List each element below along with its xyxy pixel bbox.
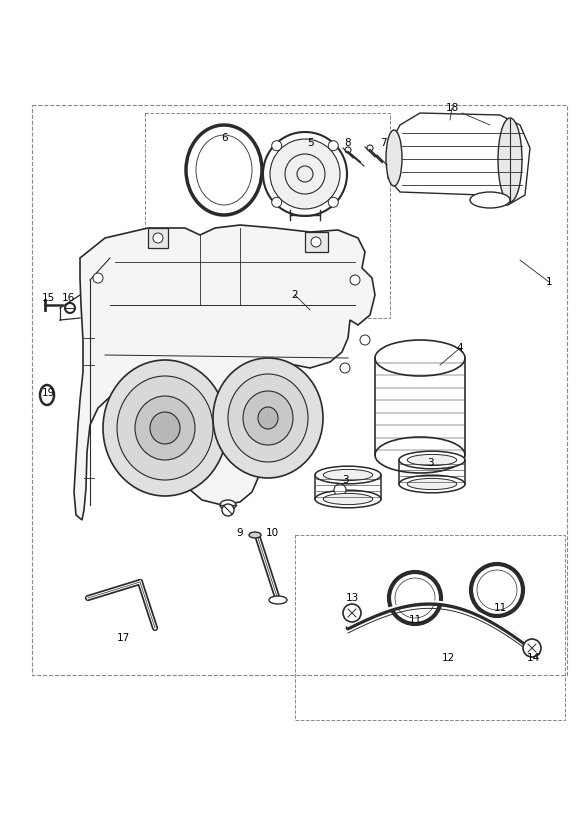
Ellipse shape — [408, 479, 456, 489]
Polygon shape — [148, 228, 168, 248]
Circle shape — [311, 237, 321, 247]
Circle shape — [350, 275, 360, 285]
Circle shape — [263, 132, 347, 216]
Ellipse shape — [196, 135, 252, 205]
Bar — [145, 113, 390, 318]
Text: 18: 18 — [445, 103, 459, 113]
Text: 6: 6 — [222, 133, 229, 143]
Text: 2: 2 — [292, 290, 298, 300]
Ellipse shape — [103, 360, 227, 496]
Ellipse shape — [386, 130, 402, 186]
Circle shape — [272, 141, 282, 151]
Circle shape — [272, 197, 282, 208]
Ellipse shape — [408, 454, 456, 466]
Text: 11: 11 — [408, 615, 422, 625]
Polygon shape — [388, 113, 530, 205]
Ellipse shape — [323, 470, 373, 480]
Bar — [295, 535, 565, 720]
Ellipse shape — [249, 532, 261, 538]
Circle shape — [340, 363, 350, 373]
Ellipse shape — [315, 466, 381, 484]
Ellipse shape — [135, 396, 195, 460]
Text: 3: 3 — [427, 458, 433, 468]
Polygon shape — [74, 225, 375, 520]
Text: 4: 4 — [456, 343, 463, 353]
Circle shape — [153, 233, 163, 243]
Text: 15: 15 — [41, 293, 55, 303]
Text: 17: 17 — [117, 633, 129, 643]
Circle shape — [334, 484, 346, 496]
Circle shape — [345, 147, 351, 153]
Text: 7: 7 — [380, 138, 387, 148]
Circle shape — [65, 303, 75, 313]
Ellipse shape — [375, 340, 465, 376]
Text: 5: 5 — [307, 138, 313, 148]
Ellipse shape — [220, 500, 236, 510]
Ellipse shape — [399, 452, 465, 469]
Circle shape — [343, 604, 361, 622]
Text: 14: 14 — [526, 653, 540, 663]
Ellipse shape — [150, 412, 180, 444]
Text: 10: 10 — [265, 528, 279, 538]
Ellipse shape — [243, 391, 293, 445]
Circle shape — [328, 197, 338, 208]
Text: 3: 3 — [342, 475, 348, 485]
Circle shape — [328, 141, 338, 151]
Ellipse shape — [323, 494, 373, 504]
Ellipse shape — [269, 596, 287, 604]
Text: 13: 13 — [345, 593, 359, 603]
Ellipse shape — [228, 374, 308, 462]
Ellipse shape — [498, 118, 522, 202]
Polygon shape — [305, 232, 328, 252]
Ellipse shape — [375, 437, 465, 473]
Text: 8: 8 — [345, 138, 352, 148]
Circle shape — [270, 139, 340, 209]
Ellipse shape — [399, 475, 465, 493]
Ellipse shape — [117, 376, 213, 480]
Ellipse shape — [258, 407, 278, 429]
Circle shape — [360, 335, 370, 345]
Circle shape — [222, 504, 234, 516]
Ellipse shape — [315, 490, 381, 508]
Text: 11: 11 — [493, 603, 507, 613]
Text: 12: 12 — [441, 653, 455, 663]
Circle shape — [93, 273, 103, 283]
Bar — [32, 105, 567, 675]
Ellipse shape — [470, 192, 510, 208]
Text: 9: 9 — [237, 528, 243, 538]
Text: 1: 1 — [546, 277, 552, 287]
Ellipse shape — [213, 358, 323, 478]
Circle shape — [367, 145, 373, 151]
Text: 16: 16 — [61, 293, 75, 303]
Circle shape — [523, 639, 541, 657]
Text: 19: 19 — [41, 388, 55, 398]
